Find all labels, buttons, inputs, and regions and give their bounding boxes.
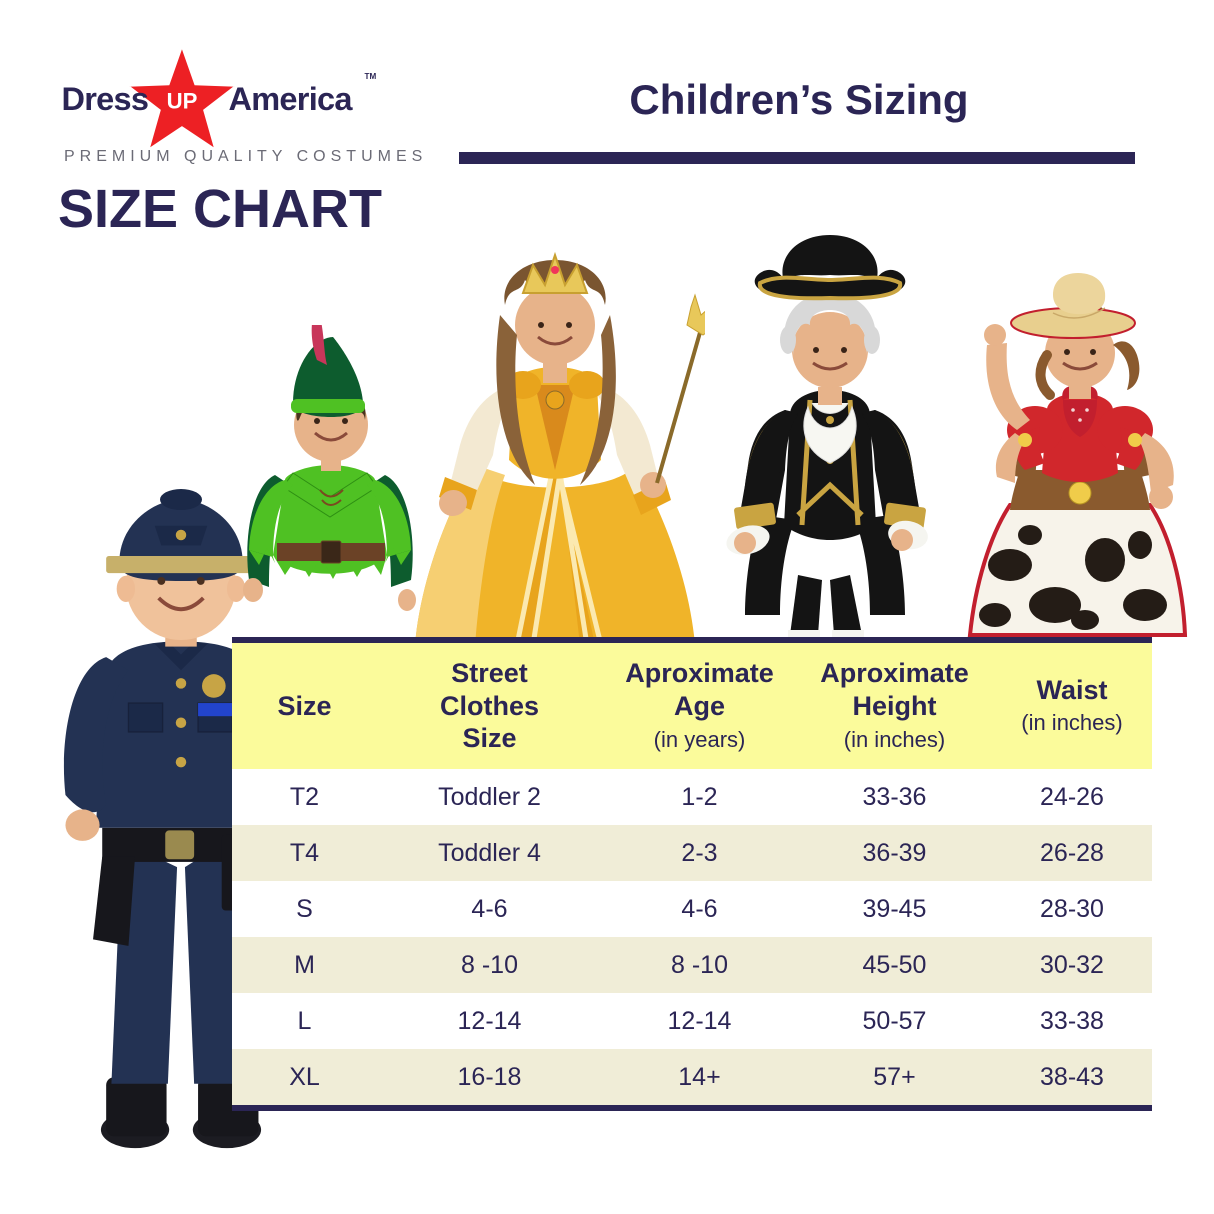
svg-text:UP: UP [167,89,198,114]
svg-text:America: America [229,81,354,117]
svg-text:TM: TM [365,72,377,81]
svg-text:Dress: Dress [61,81,148,117]
